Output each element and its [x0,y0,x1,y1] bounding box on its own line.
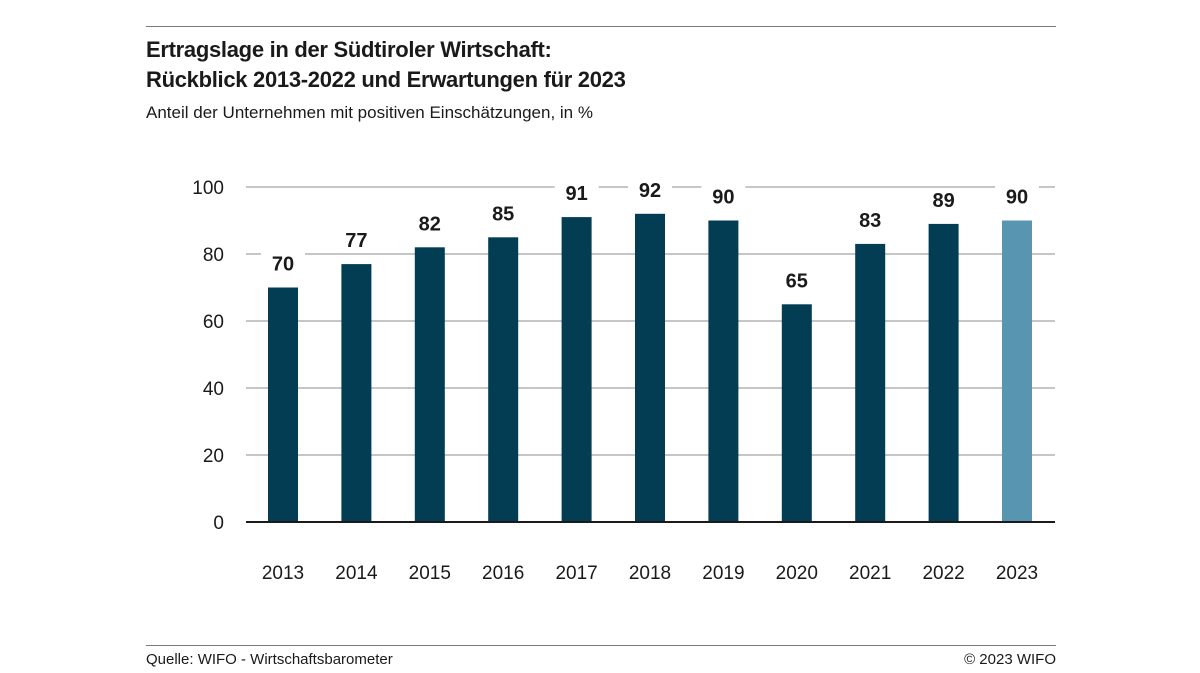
data-label-2014: 77 [345,230,367,252]
labels: 0 20 40 60 80 100 2013 70 2014 77 2015 82 2016 85 2017… [192,178,1038,584]
x-tick-label-2021: 2021 [849,563,891,584]
bar-2020 [781,304,812,523]
x-tick-label-2013: 2013 [262,563,304,584]
bottom-rule [146,645,1056,646]
x-tick-label-2020: 2020 [776,563,818,584]
y-tick-label-20: 20 [203,446,224,467]
bars [268,213,1032,523]
data-label-2017: 91 [565,183,587,205]
y-tick-label-60: 60 [203,312,224,333]
x-tick-label-2018: 2018 [629,563,671,584]
data-label-2020: 65 [786,270,808,292]
top-rule [146,26,1056,27]
x-tick-label-2017: 2017 [555,563,597,584]
bar-2015 [414,247,445,523]
data-label-2015: 82 [419,213,441,235]
bar-2019 [708,220,739,522]
bar-2013 [268,287,298,522]
y-tick-label-100: 100 [192,178,224,199]
data-label-2016: 85 [492,203,514,225]
data-label-2022: 89 [932,190,954,212]
x-tick-label-2023: 2023 [996,563,1038,584]
chart-subtitle: Anteil der Unternehmen mit positiven Ein… [146,103,593,122]
source-note: Quelle: WIFO - Wirtschaftsbarometer [146,651,393,668]
bar-2017 [561,217,592,522]
data-label-2021: 83 [859,210,881,232]
x-tick-label-2015: 2015 [409,563,451,584]
bar-2021 [855,243,886,522]
chart-title: Ertragslage in der Südtiroler Wirtschaft… [146,37,552,62]
copyright-note: © 2023 WIFO [964,651,1056,668]
data-label-2019: 90 [712,187,734,209]
x-tick-label-2014: 2014 [335,563,378,584]
chart-title-line-2: Rückblick 2013-2022 und Erwartungen für … [146,67,626,92]
bar-2016 [488,237,519,523]
data-label-2018: 92 [639,180,661,202]
data-label-2013: 70 [272,254,294,276]
x-tick-label-2016: 2016 [482,563,524,584]
x-tick-label-2019: 2019 [702,563,744,584]
y-tick-label-40: 40 [203,379,224,400]
bar-2023 [1002,220,1032,522]
bar-2022 [928,223,959,522]
x-tick-label-2022: 2022 [922,563,964,584]
bar-2014 [341,264,372,522]
bar-2018 [635,213,665,523]
data-label-2023: 90 [1006,187,1028,209]
y-tick-label-80: 80 [203,245,224,266]
y-tick-label-0: 0 [213,513,224,534]
